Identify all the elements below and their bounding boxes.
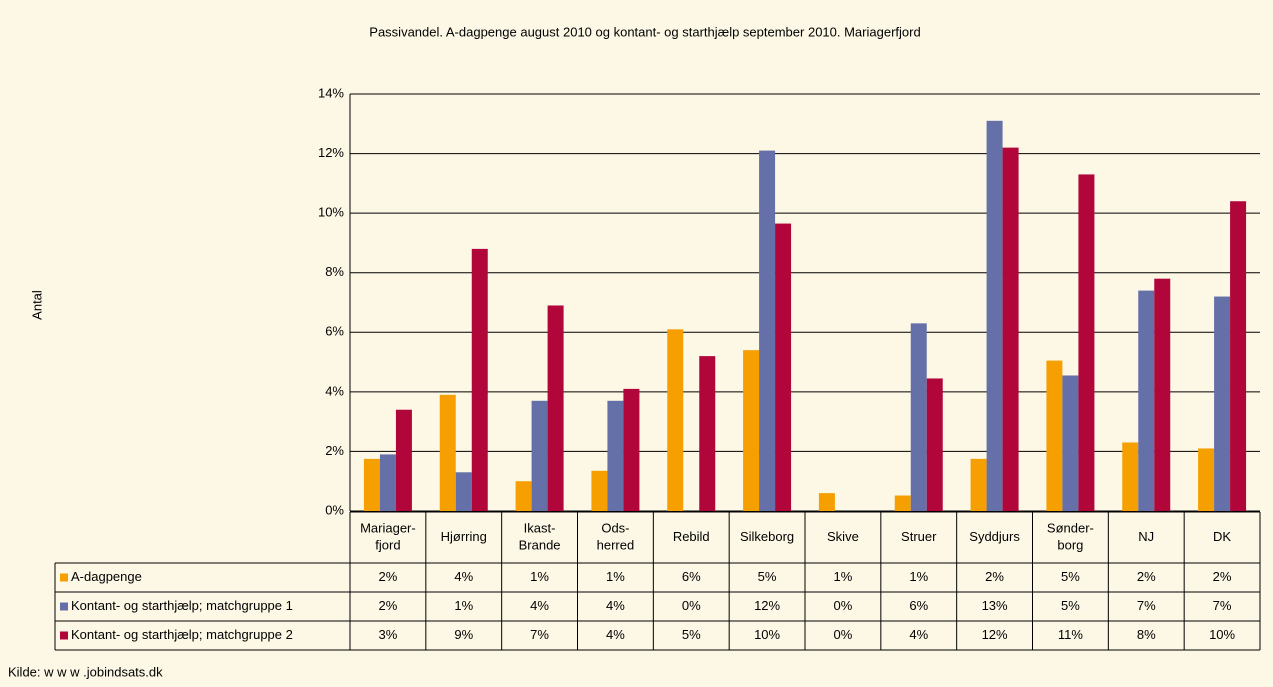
table-value: 7%	[530, 627, 549, 642]
table-value: 1%	[834, 569, 853, 584]
table-value: 3%	[379, 627, 398, 642]
table-value: 4%	[606, 627, 625, 642]
table-value: 2%	[379, 569, 398, 584]
legend-swatch	[60, 573, 68, 582]
table-value: 6%	[682, 569, 701, 584]
table-value: 4%	[909, 627, 928, 642]
x-tick-label: Rebild	[673, 529, 710, 544]
bar	[667, 329, 684, 511]
bar	[970, 458, 987, 511]
bar	[395, 409, 412, 511]
x-tick-label: Ikast-Brande	[519, 521, 561, 553]
bar	[607, 400, 624, 511]
x-tick-label: DK	[1213, 529, 1231, 544]
bar	[986, 120, 1003, 512]
table-value: 0%	[834, 627, 853, 642]
legend-swatch	[60, 602, 68, 611]
bar	[1062, 375, 1079, 511]
table-value: 2%	[1137, 569, 1156, 584]
bar	[1154, 278, 1171, 511]
bar	[515, 481, 532, 511]
bar	[1078, 174, 1095, 511]
chart-title: Passivandel. A-dagpenge august 2010 og k…	[369, 24, 920, 39]
bar	[471, 248, 488, 511]
bar	[1230, 201, 1247, 511]
bar	[743, 350, 760, 511]
table-value: 12%	[982, 627, 1008, 642]
table-value: 11%	[1058, 627, 1083, 642]
table-value: 0%	[682, 598, 701, 613]
bar	[759, 150, 776, 512]
table-value: 5%	[1061, 569, 1080, 584]
bar	[1046, 360, 1063, 511]
bar	[699, 356, 716, 511]
bar	[547, 305, 564, 511]
bar	[439, 394, 456, 511]
x-tick-label: Struer	[901, 529, 937, 544]
x-tick-label: Syddjurs	[969, 529, 1020, 544]
bar	[926, 378, 943, 511]
bar	[363, 458, 380, 511]
bar	[531, 400, 548, 511]
table-value: 2%	[379, 598, 398, 613]
bar	[1122, 442, 1139, 511]
y-tick-label: 12%	[318, 145, 344, 160]
y-tick-label: 4%	[325, 383, 344, 398]
legend-label: A-dagpenge	[71, 569, 142, 584]
x-tick-label: Sønder-borg	[1047, 521, 1094, 553]
bar	[910, 323, 927, 511]
bar	[775, 223, 792, 511]
legend-swatch	[60, 631, 68, 640]
y-tick-label: 10%	[318, 205, 344, 220]
legend-label: Kontant- og starthjælp; matchgruppe 2	[71, 627, 293, 642]
bar	[1002, 147, 1019, 511]
table-value: 1%	[606, 569, 625, 584]
bar	[818, 493, 835, 511]
bar	[1138, 290, 1155, 511]
bar	[1214, 296, 1231, 511]
table-value: 8%	[1137, 627, 1156, 642]
x-tick-label: Mariager-fjord	[360, 521, 416, 553]
table-value: 6%	[909, 598, 928, 613]
table-value: 9%	[454, 627, 473, 642]
y-tick-label: 6%	[325, 324, 344, 339]
table-value: 1%	[454, 598, 473, 613]
bar	[894, 495, 911, 511]
table-value: 13%	[982, 598, 1008, 613]
table-value: 10%	[754, 627, 780, 642]
table-value: 1%	[909, 569, 928, 584]
table-value: 10%	[1209, 627, 1235, 642]
table-value: 7%	[1213, 598, 1232, 613]
bar	[455, 472, 472, 511]
x-tick-label: NJ	[1138, 529, 1154, 544]
x-tick-label: Hjørring	[441, 529, 487, 544]
x-tick-label: Ods-herred	[597, 521, 635, 553]
bar	[623, 388, 640, 511]
table-value: 2%	[1213, 569, 1232, 584]
table-value: 4%	[606, 598, 625, 613]
legend-label: Kontant- og starthjælp; matchgruppe 1	[71, 598, 293, 613]
y-tick-label: 2%	[325, 443, 344, 458]
y-tick-label: 14%	[318, 85, 344, 100]
bar	[591, 470, 608, 511]
source: Kilde: w w w .jobindsats.dk	[8, 664, 163, 679]
table-value: 2%	[985, 569, 1004, 584]
table-value: 4%	[530, 598, 549, 613]
x-tick-label: Silkeborg	[740, 529, 794, 544]
y-tick-label: 0%	[325, 502, 344, 517]
x-tick-label: Skive	[827, 529, 859, 544]
bar	[1198, 448, 1215, 511]
table-value: 5%	[1061, 598, 1080, 613]
table-value: 0%	[834, 598, 853, 613]
bar	[379, 454, 396, 511]
table-value: 5%	[682, 627, 701, 642]
table-value: 1%	[530, 569, 549, 584]
table-value: 5%	[758, 569, 777, 584]
table-value: 4%	[454, 569, 473, 584]
table-value: 12%	[754, 598, 780, 613]
table-value: 7%	[1137, 598, 1156, 613]
y-tick-label: 8%	[325, 264, 344, 279]
y-axis-label: Antal	[29, 290, 44, 320]
